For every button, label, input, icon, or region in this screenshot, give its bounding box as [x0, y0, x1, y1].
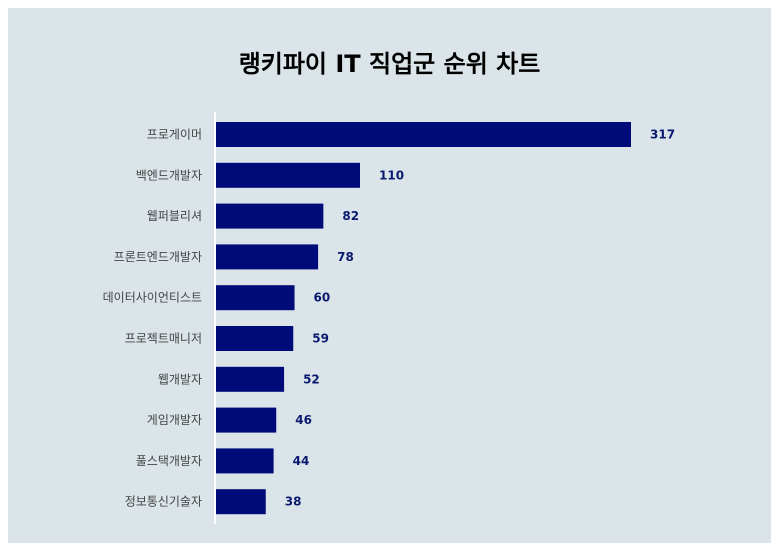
- category-label: 웹개발자: [158, 372, 202, 386]
- bar: [216, 203, 324, 229]
- bar: [216, 407, 277, 433]
- category-label: 게임개발자: [147, 413, 202, 427]
- category-label: 프로게이머: [147, 128, 202, 142]
- category-label: 웹퍼블리셔: [147, 209, 202, 223]
- data-label: 78: [337, 250, 354, 264]
- bar: [216, 285, 295, 311]
- data-label: 46: [295, 413, 312, 427]
- bar: [216, 244, 319, 270]
- bar: [216, 448, 274, 474]
- data-label: 82: [342, 209, 359, 223]
- bar: [216, 489, 266, 515]
- category-label: 정보통신기술자: [125, 495, 202, 509]
- category-label: 프론트엔드개발자: [114, 250, 202, 264]
- chart-title: 랭키파이 IT 직업군 순위 차트: [238, 50, 541, 78]
- data-label: 317: [650, 128, 675, 142]
- data-label: 60: [314, 291, 331, 305]
- bar: [216, 326, 294, 351]
- data-label: 38: [285, 495, 302, 509]
- bar: [216, 366, 285, 392]
- category-label: 데이터사이언티스트: [103, 291, 202, 305]
- data-label: 44: [293, 454, 310, 468]
- category-label: 프로젝트매니저: [125, 332, 202, 346]
- category-label: 백엔드개발자: [136, 168, 202, 182]
- data-label: 59: [312, 332, 329, 346]
- bar: [216, 122, 631, 147]
- category-label: 풀스택개발자: [136, 454, 202, 468]
- data-label: 110: [379, 168, 404, 182]
- chart-panel: 랭키파이 IT 직업군 순위 차트: [8, 8, 771, 543]
- bar: [216, 162, 361, 188]
- data-label: 52: [303, 372, 320, 386]
